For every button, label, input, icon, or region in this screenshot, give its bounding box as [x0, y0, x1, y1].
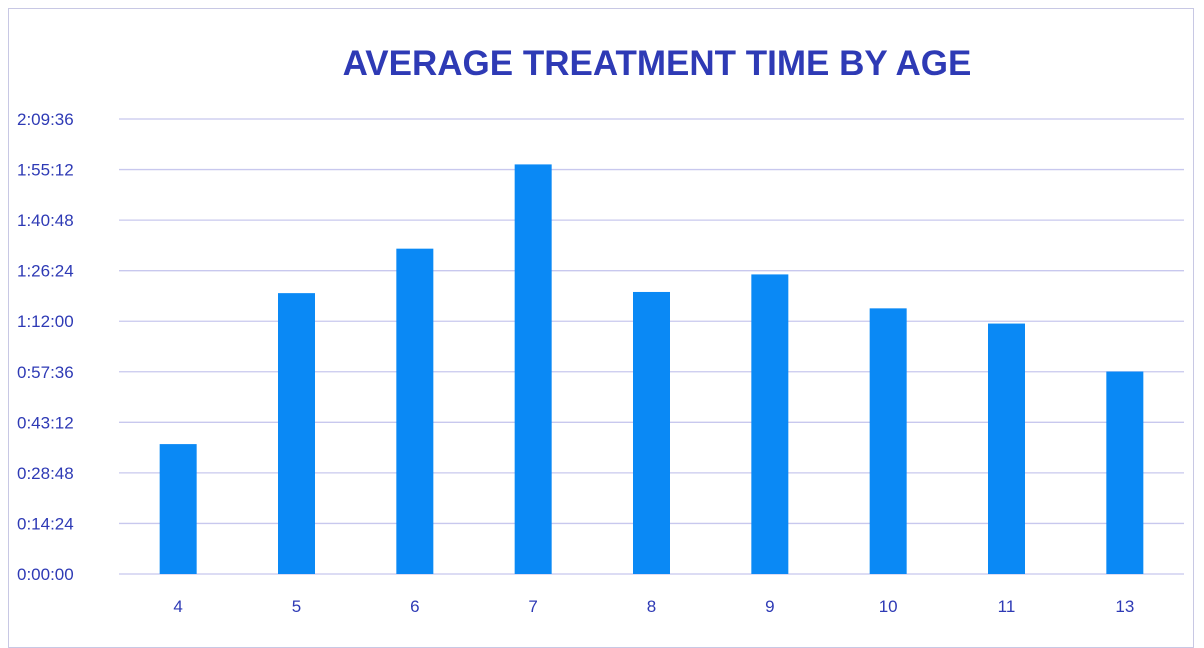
y-tick-label: 1:12:00 [17, 312, 74, 331]
bars [159, 164, 1144, 574]
y-tick-label: 1:55:12 [17, 161, 74, 180]
x-tick-label: 8 [647, 597, 656, 616]
bar-age-11 [988, 323, 1025, 574]
bar-age-13 [1106, 371, 1144, 574]
x-tick-label: 5 [292, 597, 301, 616]
y-tick-label: 0:28:48 [17, 464, 74, 483]
y-tick-label: 1:40:48 [17, 211, 74, 230]
y-tick-label: 0:57:36 [17, 363, 74, 382]
chart-title: AVERAGE TREATMENT TIME BY AGE [342, 44, 972, 83]
bar-age-10 [869, 308, 907, 574]
bar-age-6 [396, 248, 434, 574]
y-tick-label: 0:00:00 [17, 565, 74, 584]
x-tick-label: 4 [173, 597, 182, 616]
bar-age-7 [514, 164, 552, 574]
y-tick-label: 2:09:36 [17, 110, 74, 129]
bar-age-4 [159, 444, 197, 574]
x-tick-label: 6 [410, 597, 419, 616]
x-axis-ticks: 4 5 6 7 8 9 10 11 13 [173, 597, 1134, 616]
y-tick-label: 0:14:24 [17, 514, 74, 533]
x-tick-label: 10 [879, 597, 898, 616]
y-axis-ticks: 0:00:00 0:14:24 0:28:48 0:43:12 0:57:36 1:12:… [17, 110, 74, 584]
bar-age-5 [278, 293, 315, 574]
x-tick-label: 9 [765, 597, 774, 616]
x-tick-label: 11 [998, 597, 1016, 616]
bar-age-8 [633, 291, 670, 574]
x-tick-label: 7 [528, 597, 537, 616]
y-tick-label: 1:26:24 [17, 262, 74, 281]
bar-chart: 0:00:00 0:14:24 0:28:48 0:43:12 0:57:36 1:12:… [17, 110, 1184, 616]
bar-age-9 [751, 274, 789, 574]
x-tick-label: 13 [1115, 597, 1134, 616]
y-tick-label: 0:43:12 [17, 413, 74, 432]
